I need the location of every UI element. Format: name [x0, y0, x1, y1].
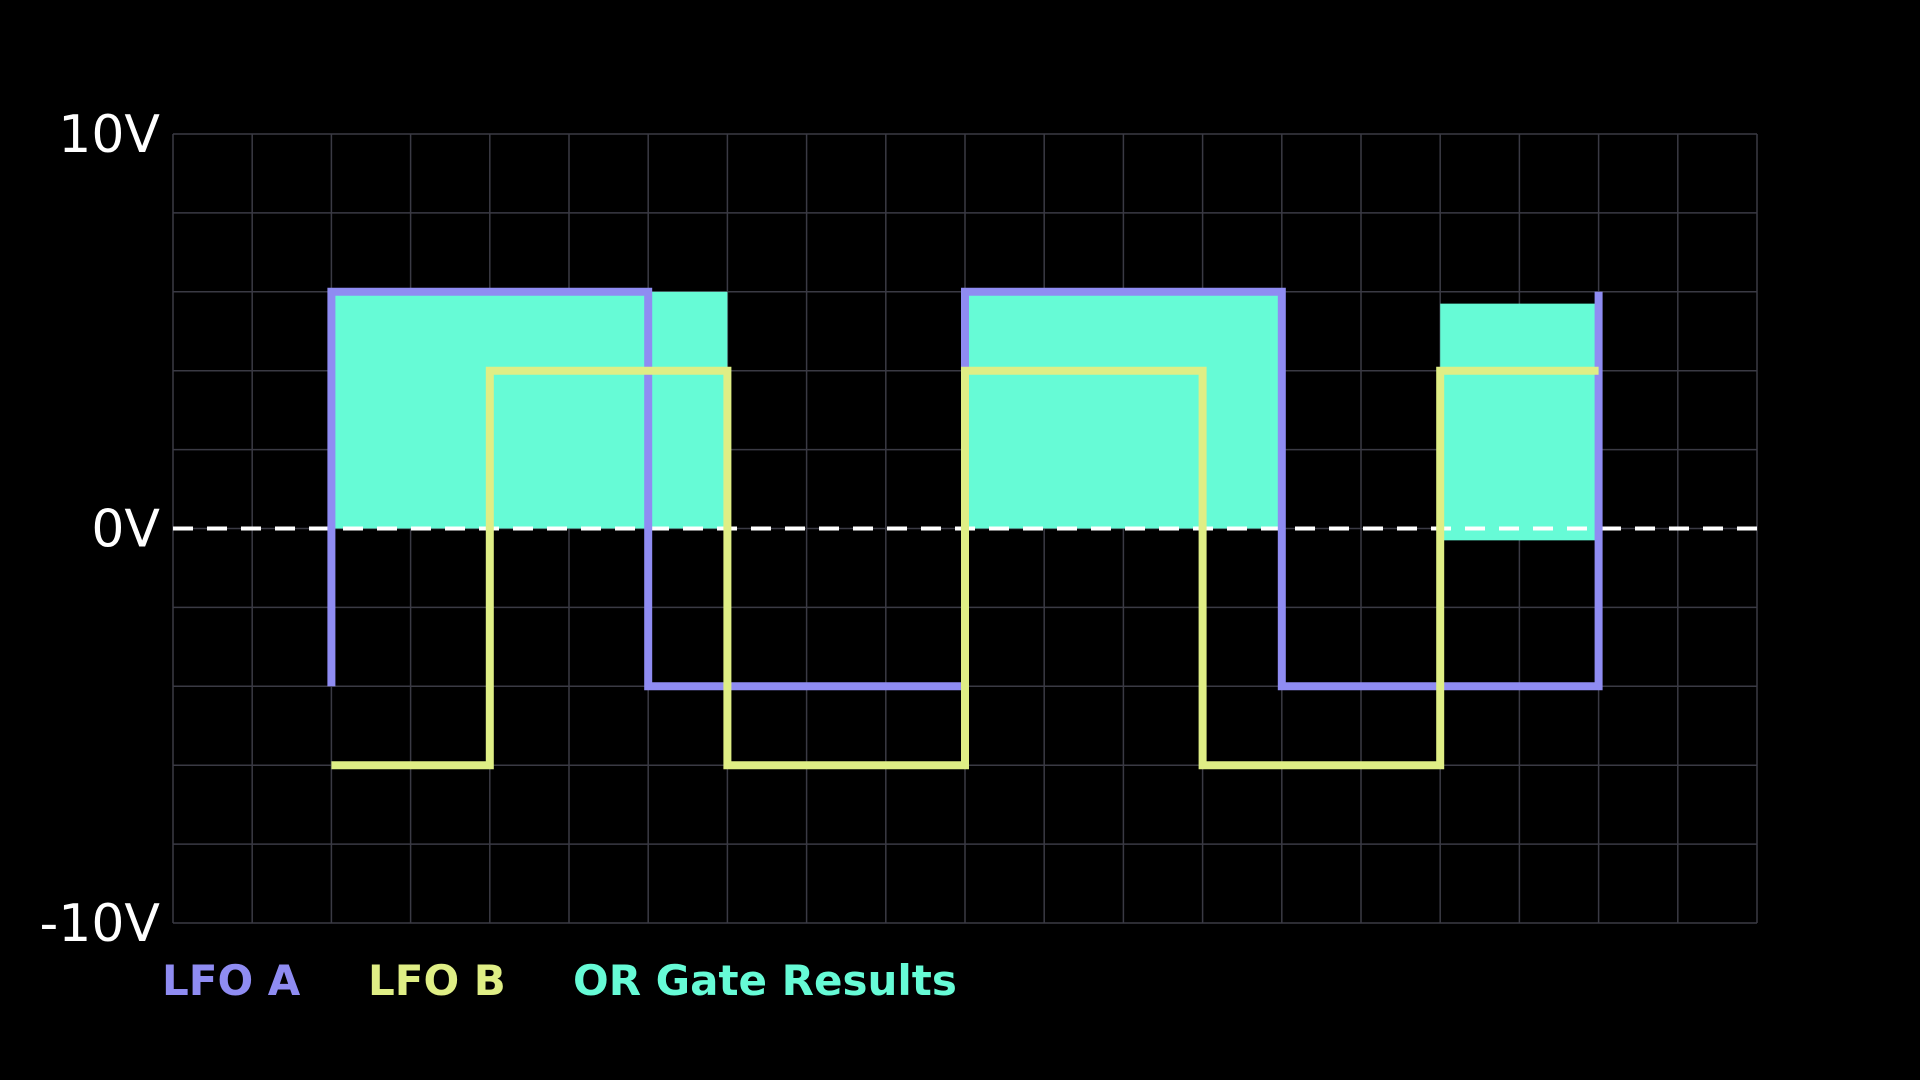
y-tick-label: 10V [58, 105, 160, 165]
or-gate-region [1440, 303, 1599, 541]
legend-item: LFO B [368, 956, 506, 1005]
or-gate-region [965, 291, 1282, 529]
or-gate-fill-regions [331, 291, 1599, 541]
series-lines [327, 287, 1603, 770]
y-tick-label: 0V [91, 500, 160, 560]
y-tick-labels: 10V 0V -10V [39, 105, 160, 954]
series-line-lfo-b [331, 366, 1599, 770]
or-gate-region [331, 291, 728, 529]
y-tick-label: -10V [39, 894, 160, 954]
legend-item: OR Gate Results [573, 956, 957, 1005]
legend-item: LFO A [162, 956, 301, 1005]
legend: LFO A LFO B OR Gate Results [162, 956, 957, 1005]
